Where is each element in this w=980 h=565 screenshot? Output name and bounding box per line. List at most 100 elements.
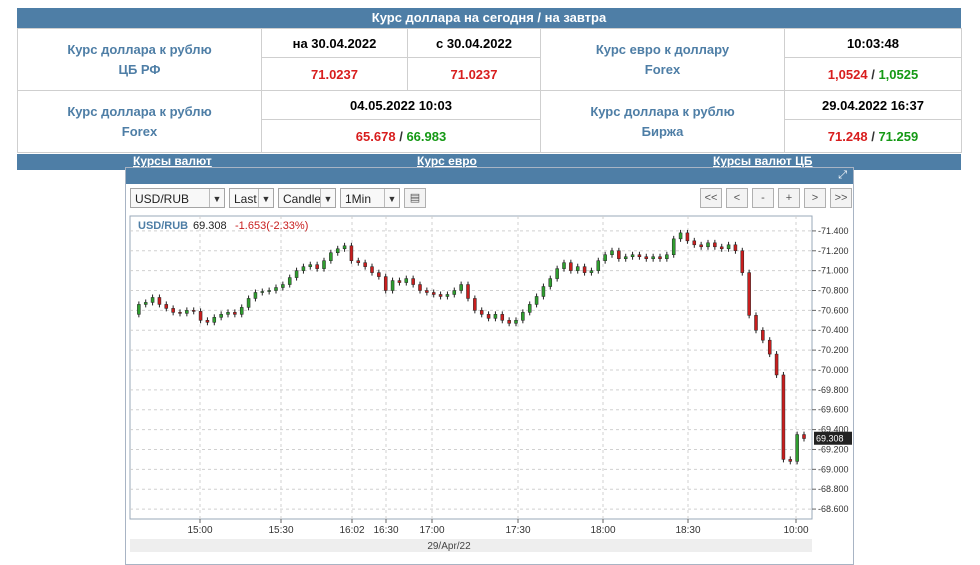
candle-body xyxy=(212,317,217,323)
candle-body xyxy=(473,298,477,311)
candle-body xyxy=(500,314,505,321)
candle-body xyxy=(226,312,230,315)
link-cb-rates[interactable]: Курсы валют ЦБ xyxy=(713,154,813,168)
triangle-down-icon: ▼ xyxy=(209,189,224,207)
y-tick-label: -70.200 xyxy=(818,345,849,355)
candle-body xyxy=(788,459,793,462)
usd-rub-forex-values: 65.678 / 66.983 xyxy=(261,119,541,153)
candle-body xyxy=(239,307,244,315)
nav-first-button[interactable]: << xyxy=(700,188,722,208)
current-price-label: 69.308 xyxy=(816,434,844,444)
link-euro-rate[interactable]: Курс евро xyxy=(417,154,477,168)
candle-body xyxy=(171,308,175,313)
candle-body xyxy=(719,246,724,250)
candle-body xyxy=(493,314,498,319)
y-tick-label: -71.200 xyxy=(818,246,849,256)
candle-body xyxy=(425,290,429,293)
legend-last: 69.308 xyxy=(193,220,227,232)
candle-body xyxy=(452,290,457,295)
candle-body xyxy=(486,314,491,319)
nav-next-button[interactable]: > xyxy=(804,188,826,208)
y-tick-label: -69.000 xyxy=(818,464,849,474)
candle-body xyxy=(150,297,155,303)
candle-body xyxy=(274,287,278,291)
plot-area xyxy=(129,215,813,520)
nav-prev-button[interactable]: < xyxy=(726,188,748,208)
candle-body xyxy=(651,256,655,259)
candle-body xyxy=(569,262,573,271)
candle-body xyxy=(521,312,525,321)
legend-symbol: USD/RUB xyxy=(138,220,188,232)
nav-last-button[interactable]: >> xyxy=(830,188,852,208)
y-tick-label: -70.000 xyxy=(818,365,849,375)
y-axis: -71.400 -71.200 -71.000 -70.800 -70.600 -70.4… xyxy=(812,226,852,514)
candle-body xyxy=(678,232,683,240)
candle-body xyxy=(514,320,518,324)
candle-body xyxy=(610,250,614,255)
candle-body xyxy=(541,286,546,297)
candle-body xyxy=(315,264,319,269)
cb-date-tomorrow: с 30.04.2022 xyxy=(407,28,541,58)
candle-body xyxy=(582,266,587,273)
candle-body xyxy=(418,284,422,291)
rates-table: Курс доллара к рублю ЦБ РФ на 30.04.2022… xyxy=(17,28,962,153)
date-strip xyxy=(130,539,812,552)
usd-rub-exchange-ask: 71.259 xyxy=(878,128,919,144)
x-tick-label: 10:00 xyxy=(783,525,808,536)
candle-body xyxy=(383,276,388,291)
eur-usd-ask: 1,0525 xyxy=(878,66,919,82)
chart-style-select[interactable]: Candle ▼ xyxy=(278,188,336,208)
price-type-select[interactable]: Last ▼ xyxy=(229,188,274,208)
candle-body xyxy=(685,232,690,242)
candle-body xyxy=(623,256,628,259)
candle-body xyxy=(733,244,738,252)
triangle-down-icon: ▼ xyxy=(384,189,399,207)
candle-body xyxy=(431,292,436,295)
candle-body xyxy=(548,278,553,287)
expand-arrows-icon[interactable]: ⤢ xyxy=(838,169,847,181)
usd-rub-exchange-datetime: 29.04.2022 16:37 xyxy=(784,90,962,120)
candle-body xyxy=(294,270,299,278)
candle-body xyxy=(534,296,539,305)
candle-body xyxy=(466,284,470,299)
usd-rub-forex-label: Курс доллара к рублю Forex xyxy=(17,90,262,153)
x-axis: 15:00 15:30 16:02 16:30 17:00 17:30 18:00 18:30… xyxy=(187,519,809,536)
date-label: 29/Apr/22 xyxy=(427,541,471,552)
candle-body xyxy=(267,290,271,292)
zoom-out-button[interactable]: - xyxy=(752,188,774,208)
y-tick-label: -69.200 xyxy=(818,444,849,454)
candle-body xyxy=(747,272,751,316)
candle-body xyxy=(713,242,717,248)
candle-body xyxy=(644,256,649,259)
candle-body xyxy=(191,310,196,312)
chart-widget: ⤢ USD/RUB ▼ Last ▼ Candle ▼ 1Min ▼ ▤ << … xyxy=(125,167,854,565)
candle-body xyxy=(637,254,642,257)
candle-body xyxy=(459,284,463,291)
candle-body xyxy=(301,266,306,271)
candle-body xyxy=(740,250,745,273)
zoom-in-button[interactable]: + xyxy=(778,188,800,208)
candle-body xyxy=(205,320,210,323)
legend-change: -1.653(-2.33%) xyxy=(235,220,308,232)
interval-select[interactable]: 1Min ▼ xyxy=(340,188,400,208)
usd-rub-forex-ask: 66.983 xyxy=(406,128,447,144)
table-icon[interactable]: ▤ xyxy=(404,188,426,208)
candle-body xyxy=(363,262,367,267)
candle-body xyxy=(349,245,354,261)
triangle-down-icon: ▼ xyxy=(320,189,335,207)
price-chart[interactable]: -71.400 -71.200 -71.000 -70.800 -70.600 -70.4… xyxy=(126,214,853,554)
candles xyxy=(137,229,806,465)
candle-body xyxy=(774,353,779,376)
candle-body xyxy=(404,278,409,283)
x-tick-label: 18:00 xyxy=(590,525,615,536)
link-currency-rates[interactable]: Курсы валют xyxy=(133,154,212,168)
y-tick-label: -68.800 xyxy=(818,484,849,494)
candle-body xyxy=(754,315,758,331)
chart-widget-header: ⤢ xyxy=(126,168,853,184)
candle-body xyxy=(479,310,484,315)
symbol-select[interactable]: USD/RUB ▼ xyxy=(130,188,225,208)
candle-body xyxy=(198,311,203,321)
x-tick-label: 17:30 xyxy=(505,525,530,536)
candle-body xyxy=(671,238,676,255)
y-tick-label: -70.600 xyxy=(818,305,849,315)
